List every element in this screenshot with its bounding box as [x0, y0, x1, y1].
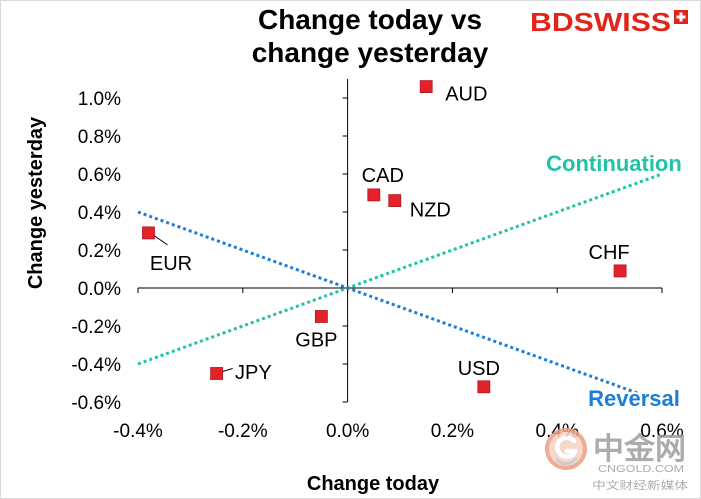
brand-wordmark: BDSWISS	[530, 7, 671, 37]
data-point-label: CAD	[362, 165, 404, 187]
y-tick-label: 0.6%	[78, 165, 121, 186]
y-tick-label: 1.0%	[78, 89, 121, 110]
y-tick-label: -0.2%	[71, 317, 121, 338]
x-tick-label: -0.4%	[113, 421, 163, 442]
data-label-leader-line	[222, 368, 233, 372]
chart-title-line-1: Change today vs	[258, 4, 482, 35]
reversal-label: Reversal	[588, 386, 680, 411]
y-axis-title: Change yesterday	[25, 116, 47, 289]
y-tick-label: 0.2%	[78, 241, 121, 262]
watermark-domain: CNGOLD.COM	[598, 464, 684, 475]
data-point-label: CHF	[589, 242, 630, 264]
data-point-marker	[367, 188, 381, 202]
x-axis-title: Change today	[307, 473, 440, 495]
swiss-cross-horizontal-bar	[676, 15, 686, 19]
continuation-label: Continuation	[546, 151, 682, 176]
data-point-label: NZD	[410, 200, 451, 222]
x-tick-label: 0.6%	[640, 421, 683, 442]
data-point-labels: AUD CAD NZD CHF EUR GBP JPY USD	[150, 84, 630, 384]
reference-line-0	[137, 172, 663, 366]
watermark-brand-name: 中金网	[593, 432, 686, 466]
chart-title-line-2: change yesterday	[252, 37, 489, 68]
data-point-marker	[388, 194, 402, 208]
chart-title: Change today vs change yesterday	[252, 4, 489, 68]
axes: -0.4% -0.2% 0.0% 0.2% 0.4% 0.6% 1.0% 0.8% 0.6% 0.…	[71, 79, 684, 442]
data-point-marker	[477, 380, 491, 394]
reference-line-1	[137, 210, 663, 404]
data-point-label: AUD	[445, 84, 487, 106]
y-tick-label: 0.4%	[78, 203, 121, 224]
data-point-label: EUR	[150, 253, 192, 275]
data-point-label: GBP	[295, 330, 337, 352]
data-point-marker	[613, 264, 627, 278]
data-point-marker	[142, 226, 155, 240]
data-point-label: USD	[458, 358, 500, 380]
data-point-marker	[419, 80, 433, 93]
y-tick-label: -0.6%	[71, 393, 121, 414]
x-tick-label: 0.2%	[431, 421, 474, 442]
data-point-marker	[314, 310, 328, 323]
data-points	[142, 80, 627, 394]
reference-lines	[137, 172, 663, 404]
brand-logo: BDSWISS	[530, 7, 688, 37]
x-tick-label: 0.0%	[326, 421, 369, 442]
y-tick-label: 0.8%	[78, 127, 121, 148]
data-label-leader-line	[154, 235, 168, 246]
watermark-tagline: 中文财经新媒体	[592, 478, 688, 492]
y-tick-label: -0.4%	[71, 355, 121, 376]
cngold-watermark: 中金网 CNGOLD.COM 中文财经新媒体	[545, 428, 688, 492]
data-point-label: JPY	[235, 362, 272, 384]
y-tick-label: 0.0%	[78, 279, 121, 300]
x-tick-label: -0.2%	[218, 421, 268, 442]
data-point-marker	[210, 367, 224, 380]
cngold-logo-icon	[545, 428, 587, 470]
